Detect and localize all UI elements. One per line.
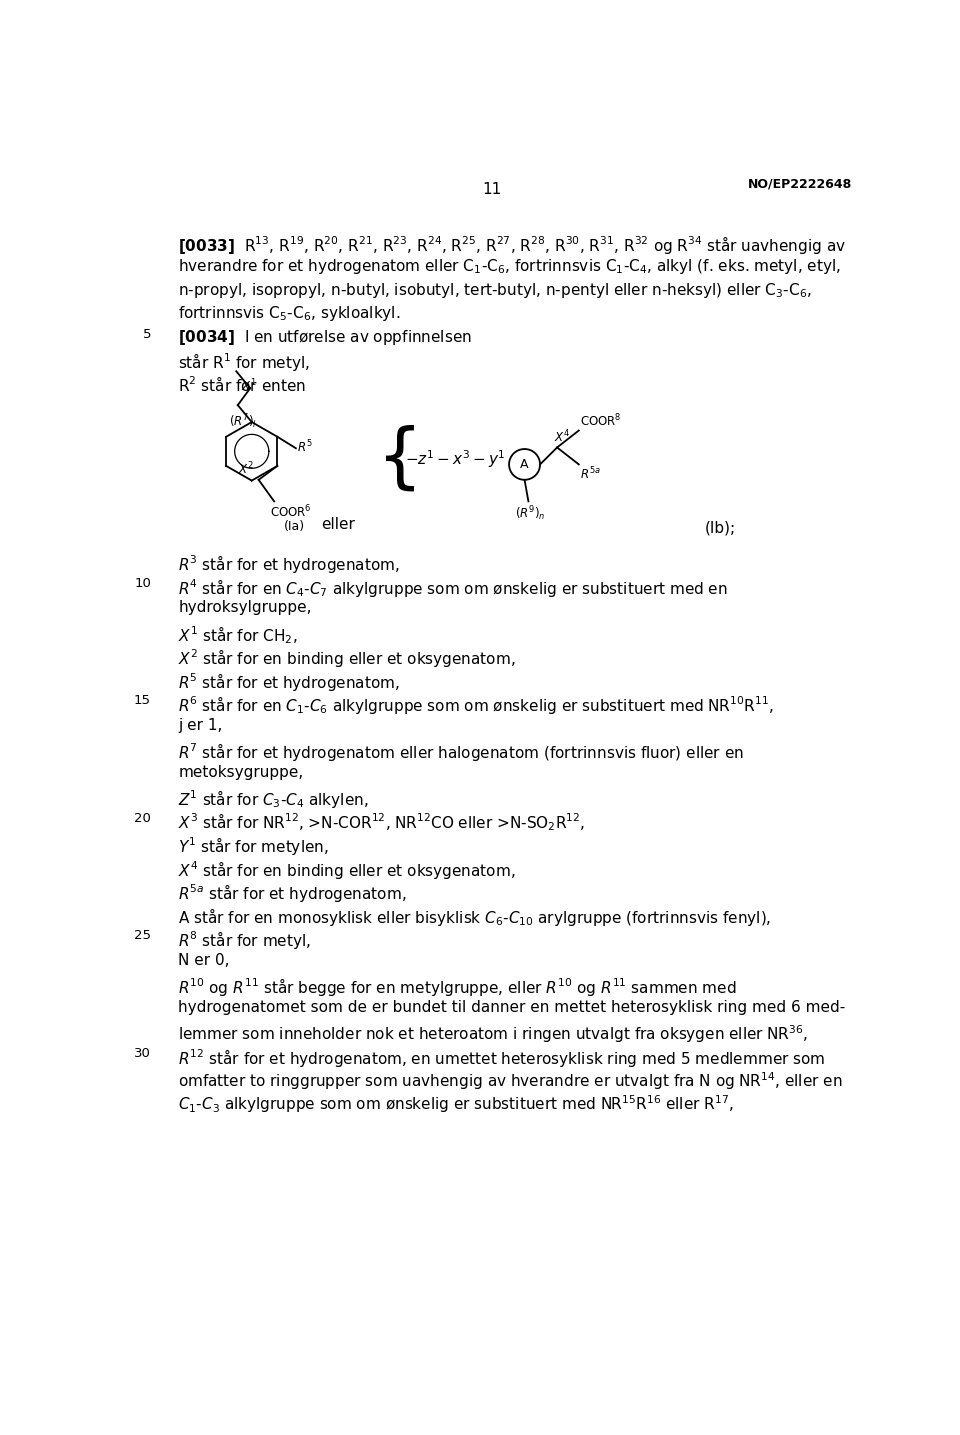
Text: $R^6$ står for en $C_1$-$C_6$ alkylgruppe som om ønskelig er substituert med NR$: $R^6$ står for en $C_1$-$C_6$ alkylgrupp… bbox=[179, 695, 774, 716]
Text: $X^1$: $X^1$ bbox=[241, 377, 256, 395]
Text: $X^1$ står for CH$_2$,: $X^1$ står for CH$_2$, bbox=[179, 624, 298, 646]
Text: 10: 10 bbox=[134, 577, 151, 590]
Text: metoksygruppe,: metoksygruppe, bbox=[179, 765, 303, 779]
Text: $\mathbf{[0033]}$  $\mathregular{R}$$^{13}$, $\mathregular{R}$$^{19}$, $\mathreg: $\mathbf{[0033]}$ $\mathregular{R}$$^{13… bbox=[179, 234, 846, 255]
Text: 30: 30 bbox=[134, 1046, 151, 1059]
Text: $R^8$ står for metyl,: $R^8$ står for metyl, bbox=[179, 928, 311, 951]
Text: $Y^1$ står for metylen,: $Y^1$ står for metylen, bbox=[179, 835, 328, 857]
Text: $R^5$ står for et hydrogenatom,: $R^5$ står for et hydrogenatom, bbox=[179, 670, 400, 693]
Text: 15: 15 bbox=[134, 695, 151, 707]
Text: $C_1$-$C_3$ alkylgruppe som om ønskelig er substituert med NR$^{15}$R$^{16}$ ell: $C_1$-$C_3$ alkylgruppe som om ønskelig … bbox=[179, 1093, 734, 1115]
Text: hydrogenatomet som de er bundet til danner en mettet heterosyklisk ring med 6 me: hydrogenatomet som de er bundet til dann… bbox=[179, 1000, 846, 1015]
Text: hverandre for et hydrogenatom eller $\mathregular{C}_1$-$\mathregular{C}_6$, for: hverandre for et hydrogenatom eller $\ma… bbox=[179, 257, 841, 277]
Text: står $\mathregular{R}$$^1$ for metyl,: står $\mathregular{R}$$^1$ for metyl, bbox=[179, 352, 310, 373]
Text: (Ib);: (Ib); bbox=[706, 521, 736, 535]
Text: $R^5$: $R^5$ bbox=[298, 439, 313, 455]
Text: $\{$: $\{$ bbox=[375, 425, 415, 494]
Text: eller: eller bbox=[322, 517, 355, 532]
Text: N er 0,: N er 0, bbox=[179, 953, 229, 967]
Text: NO/EP2222648: NO/EP2222648 bbox=[748, 178, 852, 191]
Text: $X^4$: $X^4$ bbox=[554, 429, 570, 445]
Text: $R^3$ står for et hydrogenatom,: $R^3$ står for et hydrogenatom, bbox=[179, 554, 400, 575]
Text: $R^{10}$ og $R^{11}$ står begge for en metylgruppe, eller $R^{10}$ og $R^{11}$ s: $R^{10}$ og $R^{11}$ står begge for en m… bbox=[179, 976, 736, 999]
Text: COOR$^6$: COOR$^6$ bbox=[271, 504, 312, 521]
Text: $-z^1-x^3-y^1$: $-z^1-x^3-y^1$ bbox=[405, 448, 506, 469]
Text: $X^2$: $X^2$ bbox=[238, 461, 254, 478]
Text: $X^3$ står for NR$^{12}$, >N-COR$^{12}$, NR$^{12}$CO eller >N-SO$_2$R$^{12}$,: $X^3$ står for NR$^{12}$, >N-COR$^{12}$,… bbox=[179, 812, 586, 834]
Text: $R^7$ står for et hydrogenatom eller halogenatom (fortrinnsvis fluor) eller en: $R^7$ står for et hydrogenatom eller hal… bbox=[179, 742, 744, 763]
Text: $\mathbf{[0034]}$  I en utførelse av oppfinnelsen: $\mathbf{[0034]}$ I en utførelse av oppf… bbox=[179, 327, 472, 347]
Text: 5: 5 bbox=[142, 327, 151, 340]
Text: fortrinnsvis $\mathregular{C}_5$-$\mathregular{C}_6$, sykloalkyl.: fortrinnsvis $\mathregular{C}_5$-$\mathr… bbox=[179, 304, 400, 323]
Text: $X^4$ står for en binding eller et oksygenatom,: $X^4$ står for en binding eller et oksyg… bbox=[179, 858, 516, 881]
Text: 11: 11 bbox=[482, 182, 502, 197]
Text: $Z^1$ står for $C_3$-$C_4$ alkylen,: $Z^1$ står for $C_3$-$C_4$ alkylen, bbox=[179, 788, 369, 811]
Text: 20: 20 bbox=[134, 812, 151, 825]
Text: (Ia): (Ia) bbox=[284, 521, 305, 534]
Text: n-propyl, isopropyl, n-butyl, isobutyl, tert-butyl, n-pentyl eller n-heksyl) ell: n-propyl, isopropyl, n-butyl, isobutyl, … bbox=[179, 281, 812, 300]
Text: A: A bbox=[520, 458, 529, 471]
Text: COOR$^8$: COOR$^8$ bbox=[581, 412, 622, 429]
Text: $X^2$ står for en binding eller et oksygenatom,: $X^2$ står for en binding eller et oksyg… bbox=[179, 647, 516, 669]
Text: j er 1,: j er 1, bbox=[179, 718, 223, 733]
Text: lemmer som inneholder nok et heteroatom i ringen utvalgt fra oksygen eller NR$^{: lemmer som inneholder nok et heteroatom … bbox=[179, 1023, 808, 1045]
Text: $R^{5a}$ står for et hydrogenatom,: $R^{5a}$ står for et hydrogenatom, bbox=[179, 883, 406, 904]
Text: omfatter to ringgrupper som uavhengig av hverandre er utvalgt fra N og NR$^{14}$: omfatter to ringgrupper som uavhengig av… bbox=[179, 1071, 843, 1092]
Text: 25: 25 bbox=[134, 928, 151, 943]
Text: hydroksylgruppe,: hydroksylgruppe, bbox=[179, 600, 312, 616]
Text: $\mathregular{R}$$^2$ står for enten: $\mathregular{R}$$^2$ står for enten bbox=[179, 375, 306, 393]
Text: $(R^7)_l$: $(R^7)_l$ bbox=[229, 412, 257, 430]
Text: $R^4$ står for en $C_4$-$C_7$ alkylgruppe som om ønskelig er substituert med en: $R^4$ står for en $C_4$-$C_7$ alkylgrupp… bbox=[179, 577, 728, 598]
Text: $R^{12}$ står for et hydrogenatom, en umettet heterosyklisk ring med 5 medlemmer: $R^{12}$ står for et hydrogenatom, en um… bbox=[179, 1046, 826, 1069]
Text: $R^{5a}$: $R^{5a}$ bbox=[581, 466, 601, 482]
Text: $(R^9)_n$: $(R^9)_n$ bbox=[516, 505, 546, 524]
Text: A står for en monosyklisk eller bisyklisk $C_6$-$C_{10}$ arylgruppe (fortrinnsvi: A står for en monosyklisk eller bisyklis… bbox=[179, 905, 772, 927]
